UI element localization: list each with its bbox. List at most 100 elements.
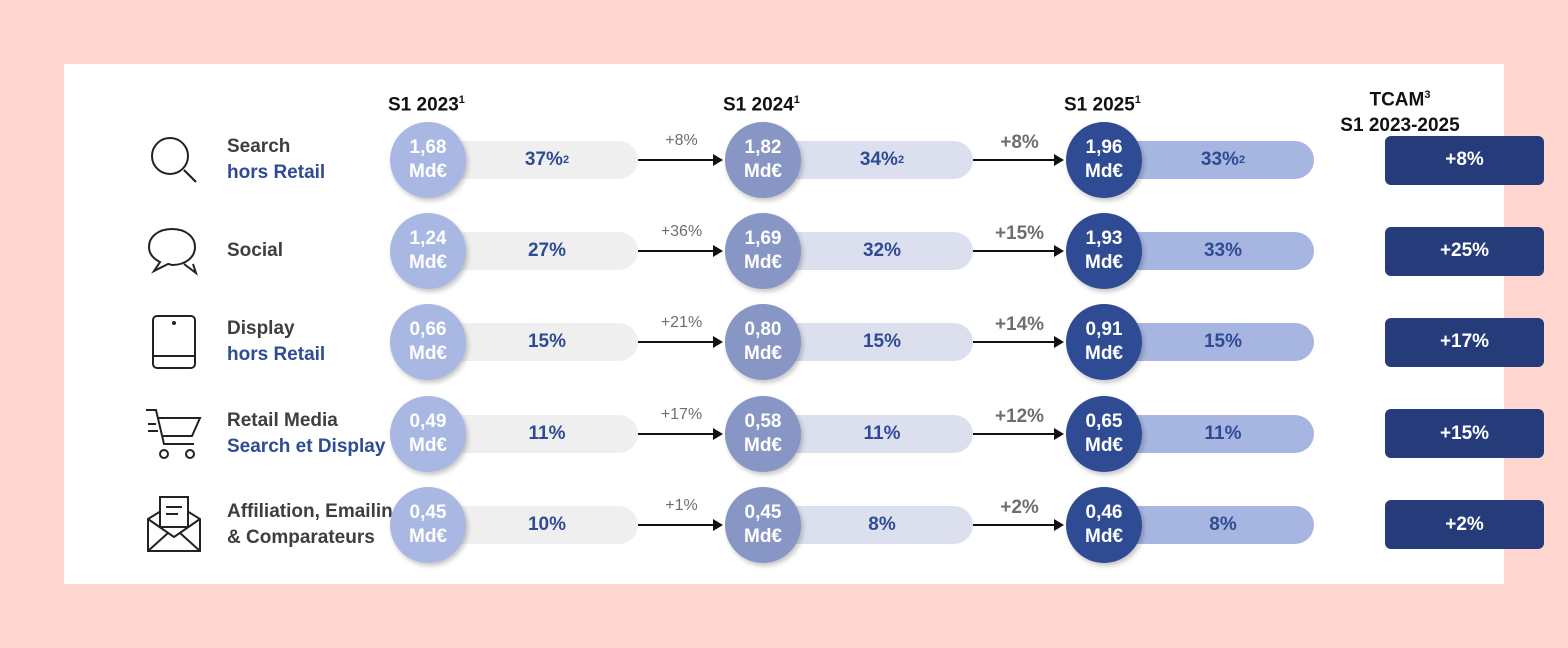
share-value: 33%	[1200, 149, 1239, 170]
amount-circle: 0,45 Md€	[390, 486, 466, 563]
share-value: 15%	[862, 331, 902, 353]
amount-value: 1,96	[1085, 137, 1123, 158]
share-value: 11%	[863, 422, 901, 444]
amount-unit: Md€	[744, 252, 782, 274]
amount-value: 1,69	[744, 228, 782, 250]
amount-value: 0,91	[1085, 319, 1123, 341]
header-tcam: TCAM3 S1 2023-2025	[1340, 89, 1460, 137]
search-icon-graphic	[151, 137, 197, 183]
share-footnote: 2	[562, 154, 570, 166]
amount-unit: Md€	[744, 525, 782, 547]
amount-circle: 1,93 Md€	[1066, 213, 1142, 290]
growth-arrow	[973, 154, 1064, 166]
amount-value: 0,49	[409, 410, 447, 432]
row-label-line1: Retail Media	[227, 409, 338, 431]
share-value: 37%	[524, 149, 563, 170]
tcam-value: +15%	[1439, 422, 1490, 444]
amount-circle: 0,65 Md€	[1066, 395, 1142, 472]
row-label: Retail Media Search et Display	[227, 408, 385, 460]
amount-unit: Md€	[409, 434, 447, 456]
row-label: Affiliation, Emailing & Comparateurs	[227, 499, 404, 551]
share-value: 8%	[868, 513, 896, 535]
growth-label: +17%	[660, 405, 703, 423]
amount-circle: 1,24 Md€	[390, 213, 466, 290]
growth-arrow	[638, 245, 723, 258]
tcam-value-box: +25%	[1385, 226, 1544, 276]
amount-value: 0,46	[1085, 501, 1123, 523]
growth-arrow	[638, 336, 723, 349]
share-value: 10%	[527, 513, 567, 535]
amount-value: 0,45	[744, 501, 782, 523]
amount-circle: 0,66 Md€	[390, 304, 466, 381]
amount-circle: 0,45 Md€	[725, 486, 801, 563]
growth-label: +15%	[994, 223, 1045, 245]
tcam-value-box: +15%	[1385, 409, 1544, 459]
amount-unit: Md€	[1085, 161, 1123, 182]
amount-unit: Md€	[409, 343, 447, 365]
amount-unit: Md€	[744, 161, 782, 182]
row-label-line2: hors Retail	[227, 162, 326, 183]
amount-unit: Md€	[1085, 343, 1123, 365]
amount-circle: 1,68 Md€	[390, 122, 466, 198]
growth-label: +8%	[1000, 132, 1039, 153]
amount-unit: Md€	[1085, 252, 1123, 274]
tcam-value: +17%	[1439, 331, 1490, 353]
share-value: 34%	[859, 149, 898, 170]
share-value: 15%	[527, 331, 567, 353]
amount-value: 1,82	[744, 137, 782, 158]
shopping-cart-icon	[144, 404, 204, 464]
growth-arrow	[638, 518, 723, 531]
mail-envelope-icon	[144, 495, 204, 555]
amount-value: 1,24	[409, 228, 447, 250]
share-footnote: 2	[897, 154, 905, 166]
tcam-value-box: +17%	[1385, 317, 1544, 367]
amount-value: 0,66	[409, 319, 447, 341]
row-label-line2: Search et Display	[227, 435, 386, 457]
growth-arrow	[638, 427, 723, 440]
tablet-icon	[144, 312, 204, 372]
amount-circle: 0,58 Md€	[725, 395, 801, 472]
growth-label: +21%	[660, 314, 703, 332]
amount-circle: 1,96 Md€	[1066, 122, 1142, 198]
shopping-cart-icon-graphic	[146, 408, 202, 459]
tcam-value: +2%	[1445, 513, 1484, 535]
growth-arrow	[973, 518, 1064, 531]
row-label-line2: hors Retail	[227, 344, 326, 366]
amount-circle: 0,46 Md€	[1066, 486, 1142, 563]
row-label-line1: Social	[227, 240, 283, 262]
chart-panel: S1 20231 S1 20241 S1 20251 TCAM3 S1 2023…	[64, 64, 1544, 584]
share-value: 11%	[528, 422, 566, 444]
chat-bubbles-icon	[144, 221, 204, 281]
tcam-value: +8%	[1445, 149, 1484, 170]
amount-value: 0,45	[409, 501, 447, 523]
tablet-icon-graphic	[152, 315, 196, 370]
amount-value: 1,93	[1085, 228, 1123, 250]
amount-unit: Md€	[1085, 434, 1123, 456]
tcam-value: +25%	[1439, 240, 1490, 262]
amount-circle: 0,49 Md€	[390, 395, 466, 472]
amount-value: 0,80	[744, 319, 782, 341]
amount-value: 1,68	[409, 137, 447, 158]
amount-unit: Md€	[1085, 525, 1123, 547]
growth-arrow	[973, 427, 1064, 440]
search-icon	[144, 130, 204, 190]
chat-bubbles-icon-graphic	[147, 228, 198, 276]
amount-unit: Md€	[409, 161, 447, 182]
header-s1-2023: S1 20231	[388, 94, 465, 116]
amount-value: 0,58	[744, 410, 782, 432]
row-label-line1: Display	[227, 318, 295, 340]
share-value: 33%	[1203, 240, 1243, 262]
row-label: Search hors Retail	[227, 134, 325, 186]
row-label-line1: Search	[227, 136, 291, 157]
tcam-value-box: +2%	[1385, 500, 1544, 550]
amount-circle: 1,82 Md€	[725, 122, 801, 198]
growth-arrow	[973, 336, 1064, 349]
row-label-line1: Affiliation, Emailing	[227, 500, 405, 522]
row-label: Social	[227, 238, 283, 264]
row-label: Display hors Retail	[227, 316, 325, 368]
tcam-value-box: +8%	[1385, 135, 1544, 185]
growth-arrow	[638, 154, 723, 166]
amount-unit: Md€	[409, 252, 447, 274]
growth-label: +2%	[1000, 496, 1039, 518]
growth-label: +14%	[994, 314, 1045, 336]
